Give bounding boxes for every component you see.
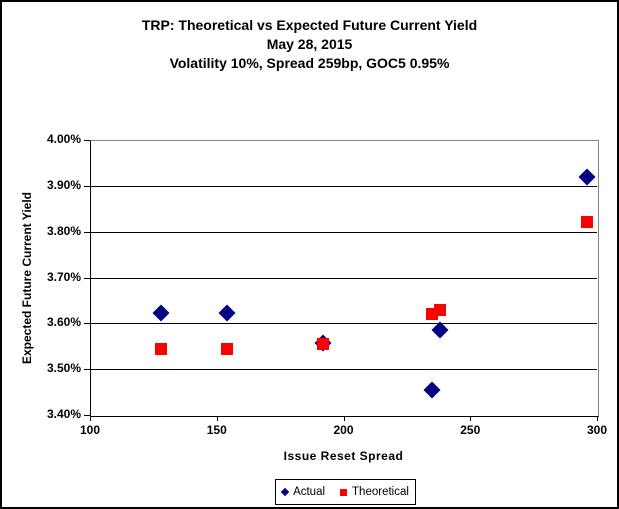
y-tick-mark (84, 140, 90, 141)
x-axis-title: Issue Reset Spread (283, 449, 404, 463)
y-gridline (90, 231, 597, 233)
legend: Actual Theoretical (275, 479, 416, 505)
x-tick-mark (470, 416, 472, 421)
y-tick-label: 3.70% (46, 269, 81, 284)
y-gridline (90, 185, 597, 187)
legend-label-theoretical: Theoretical (352, 486, 409, 498)
x-tick-label: 300 (586, 423, 608, 437)
x-tick-label: 200 (333, 423, 354, 437)
x-tick-mark (216, 416, 218, 421)
chart-title-block: TRP: Theoretical vs Expected Future Curr… (2, 16, 617, 73)
x-tick-label: 250 (460, 423, 481, 437)
y-tick-mark (84, 185, 90, 187)
y-gridline (90, 369, 597, 371)
legend-label-actual: Actual (293, 486, 326, 498)
legend-item-actual: Actual (280, 486, 326, 498)
square-marker-icon (340, 488, 348, 496)
y-tick-label: 3.60% (46, 315, 81, 330)
chart-subtitle-date: May 28, 2015 (266, 36, 353, 52)
y-gridline (90, 323, 597, 325)
y-tick-mark (84, 369, 90, 371)
chart-subtitle-params: Volatility 10%, Spread 259bp, GOC5 0.95% (169, 55, 450, 71)
data-point-theoretical (580, 216, 593, 229)
data-point-theoretical (433, 304, 446, 317)
data-point-theoretical (154, 343, 167, 356)
y-gridline (90, 277, 597, 279)
y-tick-label: 3.40% (46, 407, 81, 421)
y-tick-mark (84, 415, 90, 416)
diamond-marker-icon (280, 487, 290, 497)
x-tick-mark (343, 416, 345, 421)
x-tick-mark (597, 416, 598, 421)
y-tick-label: 3.80% (46, 223, 81, 238)
y-tick-mark (84, 277, 90, 279)
x-tick-label: 100 (79, 423, 101, 437)
y-tick-mark (84, 323, 90, 325)
plot-area (90, 140, 599, 417)
x-tick-label: 150 (206, 423, 227, 437)
y-tick-label: 3.50% (46, 361, 81, 376)
data-point-theoretical (317, 338, 330, 351)
y-tick-label: 4.00% (46, 132, 81, 146)
data-point-theoretical (220, 342, 233, 355)
x-tick-mark (90, 416, 91, 421)
chart-title: TRP: Theoretical vs Expected Future Curr… (141, 17, 478, 33)
y-tick-label: 3.90% (46, 177, 81, 192)
legend-item-theoretical: Theoretical (340, 486, 409, 498)
y-tick-mark (84, 231, 90, 233)
